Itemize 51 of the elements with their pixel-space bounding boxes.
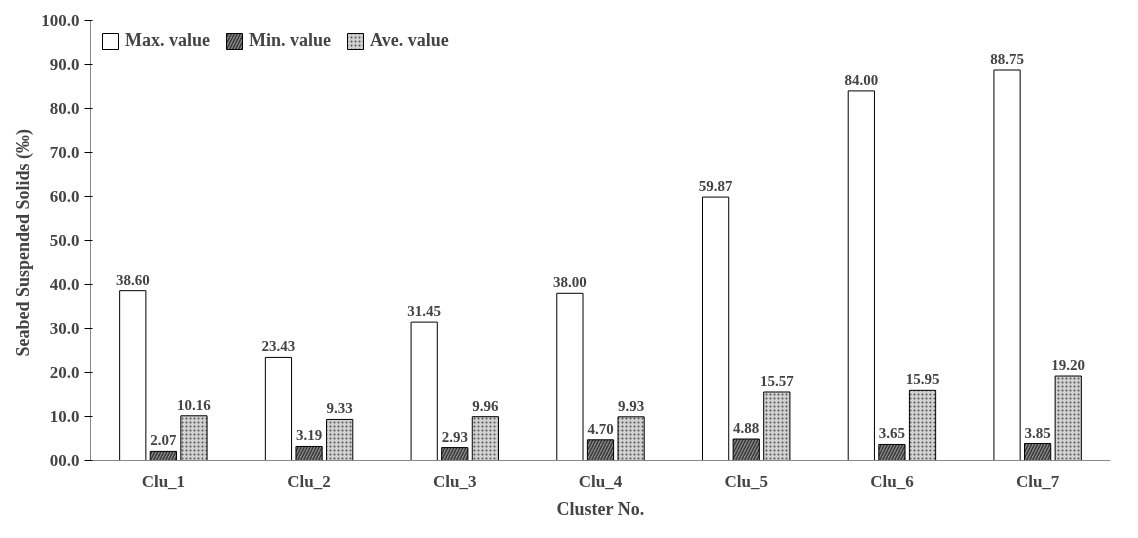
x-tick-label: Clu_5 (724, 471, 768, 491)
data-label: 3.85 (1024, 424, 1051, 441)
y-tick-label: 40.0 (49, 275, 80, 294)
data-label: 2.93 (441, 428, 468, 445)
bar (119, 290, 147, 461)
data-label: 84.00 (844, 71, 879, 88)
y-tick-label: 80.0 (49, 99, 80, 118)
y-tick-label: 00.0 (49, 451, 80, 470)
x-tick-label: Clu_2 (287, 471, 331, 491)
bar (847, 90, 875, 461)
y-tick-label: 30.0 (49, 319, 80, 338)
data-label: 9.96 (472, 397, 500, 414)
y-tick-label: 20.0 (49, 363, 80, 382)
x-tick-label: Clu_3 (433, 471, 477, 491)
data-label: 88.75 (990, 51, 1024, 67)
x-axis-title: Cluster No. (556, 498, 645, 519)
data-label: 38.00 (553, 274, 587, 291)
y-tick-label: 10.0 (49, 407, 80, 426)
data-label: 2.07 (150, 432, 177, 449)
data-label: 9.93 (617, 397, 645, 414)
data-label: 4.88 (733, 420, 760, 437)
data-label: 15.57 (759, 372, 795, 389)
data-label: 31.45 (407, 303, 442, 320)
y-axis-title: Seabed Suspended Solids (‰) (13, 128, 35, 357)
data-label: 15.95 (905, 371, 940, 388)
bar (410, 321, 438, 461)
x-tick-label: Clu_4 (578, 471, 623, 491)
data-label: 38.60 (115, 271, 150, 288)
y-tick-label: 60.0 (49, 187, 80, 206)
bar (264, 356, 293, 461)
x-tick-label: Clu_6 (870, 471, 914, 491)
data-label: 23.43 (261, 338, 296, 355)
y-tick-label: 100.0 (41, 11, 80, 30)
bar (702, 196, 730, 461)
bar (556, 292, 584, 461)
legend-label: Min. value (249, 30, 332, 51)
data-label: 10.16 (177, 396, 212, 413)
y-tick-label: 90.0 (49, 55, 80, 74)
legend-label: Ave. value (370, 30, 449, 51)
legend-label: Max. value (125, 30, 210, 51)
y-tick-label: 50.0 (49, 231, 80, 250)
data-label: 9.33 (326, 400, 353, 417)
x-tick-label: Clu_7 (1015, 471, 1060, 491)
y-tick-label: 70.0 (49, 143, 80, 162)
data-label: 19.20 (1051, 357, 1086, 374)
data-label: 4.70 (587, 420, 614, 437)
data-label: 3.19 (295, 427, 323, 444)
x-tick-label: Clu_1 (141, 471, 186, 491)
bar (993, 69, 1021, 461)
data-label: 3.65 (878, 425, 906, 442)
data-label: 59.87 (698, 178, 733, 195)
